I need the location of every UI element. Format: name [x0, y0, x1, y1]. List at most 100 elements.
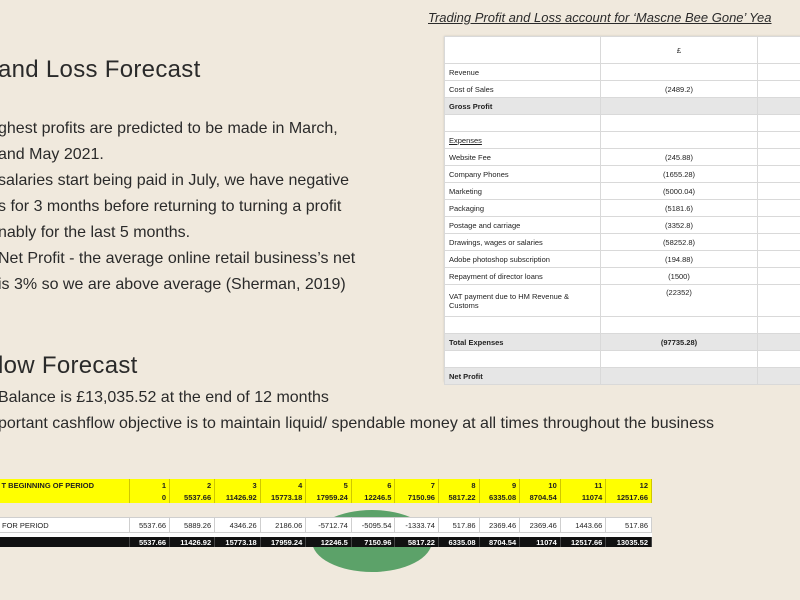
pl-label: Expenses: [444, 131, 601, 149]
pl-value: (5181.6): [600, 199, 758, 217]
pl-value: (1500): [600, 267, 758, 285]
cf-opening-cell: 12517.66: [605, 491, 652, 503]
pl-value: [600, 63, 758, 81]
pl-value: (3352.8): [600, 216, 758, 234]
cf-closing-cell: 17959.24: [260, 537, 307, 547]
cf-month: 1: [129, 479, 171, 491]
pl-value: (245.88): [600, 148, 758, 166]
cf-month: 5: [305, 479, 352, 491]
cf-row-label: T BEGINNING OF PERIOD: [0, 479, 130, 491]
pl-value: (2489.2): [600, 80, 758, 98]
pl-value: (97735.28): [600, 333, 758, 351]
cf-month: 3: [214, 479, 261, 491]
pl-label: Company Phones: [444, 165, 601, 183]
cf-period-cell: 4346.26: [214, 517, 261, 533]
cashflow-notes: Balance is £13,035.52 at the end of 12 m…: [0, 385, 714, 437]
pl-value: (1655.28): [600, 165, 758, 183]
cashflow-heading: low Forecast: [0, 352, 138, 379]
cf-opening-cell: 0: [129, 491, 171, 503]
cf-month: 8: [438, 479, 480, 491]
pl-value: [600, 350, 758, 368]
pl-value: (22352): [600, 284, 758, 317]
cf-opening-cell: 11426.92: [214, 491, 261, 503]
cf-closing-cell: 11074: [519, 537, 561, 547]
cf-row-label: FOR PERIOD: [0, 517, 130, 533]
cf-period-cell: 5537.66: [128, 517, 171, 533]
cf-closing-cell: 12517.66: [560, 537, 607, 547]
cf-month: 7: [394, 479, 439, 491]
note-line: nably for the last 5 months.: [0, 224, 191, 241]
pl-label: Revenue: [444, 63, 601, 81]
note-line: ghest profits are predicted to be made i…: [0, 120, 338, 137]
cf-closing-cell: 6335.08: [438, 537, 480, 547]
cf-period-cell: 2186.06: [259, 517, 307, 533]
cf-opening-cell: 5537.66: [169, 491, 216, 503]
pl-label: Marketing: [444, 182, 601, 200]
pl-value: [600, 114, 758, 132]
cf-opening-cell: 15773.18: [260, 491, 307, 503]
cf-closing-cell: 8704.54: [479, 537, 521, 547]
cf-opening-cell: 8704.54: [519, 491, 561, 503]
cf-period-cell: -1333.74: [394, 517, 439, 533]
cf-period-cell: 2369.46: [519, 517, 561, 533]
cf-closing-cell: 13035.52: [605, 537, 652, 547]
cf-month: 6: [351, 479, 396, 491]
cf-opening-cell: 5817.22: [438, 491, 480, 503]
note-line: portant cashflow objective is to maintai…: [0, 415, 714, 432]
pl-label: Total Expenses: [444, 333, 601, 351]
profit-loss-table: £ Revenue Cost of Sales (2489.2) Gross Pr…: [444, 36, 800, 385]
note-line: is 3% so we are above average (Sherman, …: [0, 276, 346, 293]
profit-loss-notes: ghest profits are predicted to be made i…: [0, 116, 355, 298]
note-line: Net Profit - the average online retail b…: [0, 250, 356, 267]
cf-closing-cell: 11426.92: [169, 537, 216, 547]
pl-label: VAT payment due to HM Revenue & Customs: [444, 284, 601, 317]
cf-period-cell: 1443.66: [559, 517, 607, 533]
pl-label: Website Fee: [444, 148, 601, 166]
cf-closing-cell: 5537.66: [129, 537, 171, 547]
cf-month: 4: [260, 479, 307, 491]
cf-opening-cell: 6335.08: [479, 491, 521, 503]
cf-period-cell: 5889.26: [169, 517, 216, 533]
profit-loss-heading: and Loss Forecast: [0, 56, 201, 83]
cf-period-cell: 2369.46: [478, 517, 521, 533]
cf-period-cell: 517.86: [437, 517, 480, 533]
cf-opening-cell: 11074: [560, 491, 607, 503]
pl-label: [444, 316, 601, 334]
pl-value: (5000.04): [600, 182, 758, 200]
cf-closing-cell: 7150.96: [351, 537, 396, 547]
cf-closing-cell: 15773.18: [214, 537, 261, 547]
cf-period-cell: 517.86: [605, 517, 652, 533]
note-line: and May 2021.: [0, 146, 104, 163]
note-line: Balance is £13,035.52 at the end of 12 m…: [0, 389, 329, 406]
pl-label: Drawings, wages or salaries: [444, 233, 601, 251]
cf-month: 11: [560, 479, 607, 491]
pl-value: (58252.8): [600, 233, 758, 251]
note-line: salaries start being paid in July, we ha…: [0, 172, 350, 189]
pl-label: Adobe photoshop subscription: [444, 250, 601, 268]
cf-month: 9: [479, 479, 521, 491]
pl-label: Cost of Sales: [444, 80, 601, 98]
currency-header: £: [600, 36, 758, 64]
pl-label: Packaging: [444, 199, 601, 217]
pl-account-caption: Trading Profit and Loss account for ‘Mas…: [428, 10, 772, 25]
pl-label: Gross Profit: [444, 97, 601, 115]
pl-label: Postage and carriage: [444, 216, 601, 234]
cashflow-table: T BEGINNING OF PERIOD 1 2 3 4 5 6 7 8 9 …: [0, 479, 652, 559]
cf-month: 12: [605, 479, 652, 491]
cf-closing-cell: 12246.5: [305, 537, 352, 547]
pl-value: [600, 316, 758, 334]
pl-label: [444, 114, 601, 132]
pl-value: [600, 131, 758, 149]
cf-opening-cell: 17959.24: [305, 491, 352, 503]
pl-value: [600, 97, 758, 115]
cf-month: 2: [169, 479, 216, 491]
cf-period-cell: -5712.74: [305, 517, 352, 533]
pl-label: Repayment of director loans: [444, 267, 601, 285]
note-line: s for 3 months before returning to turni…: [0, 198, 342, 215]
pl-label: Net Profit: [444, 367, 601, 385]
cf-opening-cell: 12246.5: [351, 491, 396, 503]
cf-period-cell: -5095.54: [350, 517, 396, 533]
cf-closing-cell: 5817.22: [394, 537, 439, 547]
cf-opening-cell: 7150.96: [394, 491, 439, 503]
pl-value: [600, 367, 758, 385]
